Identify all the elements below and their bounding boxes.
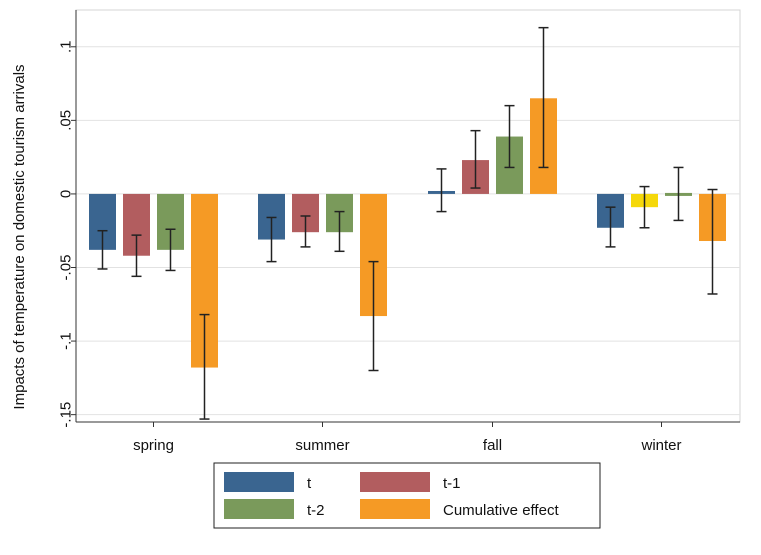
y-tick-label: .05: [58, 110, 75, 131]
y-tick-label: 0: [58, 190, 75, 198]
legend-swatch: [360, 472, 430, 492]
x-tick-label: winter: [640, 437, 681, 454]
legend-label: t: [307, 475, 312, 492]
legend-swatch: [224, 499, 294, 519]
plot-frame: [75, 9, 741, 423]
x-tick-label: fall: [483, 437, 502, 454]
legend-label: t-1: [443, 475, 461, 492]
legend-swatch: [360, 499, 430, 519]
legend-swatch: [224, 472, 294, 492]
y-tick-label: -.15: [58, 402, 75, 428]
y-tick-label: .1: [58, 41, 75, 54]
y-tick-label: -.05: [58, 255, 75, 281]
y-axis-title: Impacts of temperature on domestic touri…: [11, 64, 28, 409]
x-tick-label: spring: [133, 437, 174, 454]
legend: t t-1 t-2 Cumulative effect: [213, 462, 601, 529]
legend-label: t-2: [307, 502, 325, 519]
x-tick-label: summer: [295, 437, 349, 454]
plot-area: .1 .05 0 -.05 -.1 -.15 spring summer fall winter: [58, 9, 741, 454]
legend-label: Cumulative effect: [443, 502, 559, 519]
y-tick-label: -.1: [58, 332, 75, 350]
